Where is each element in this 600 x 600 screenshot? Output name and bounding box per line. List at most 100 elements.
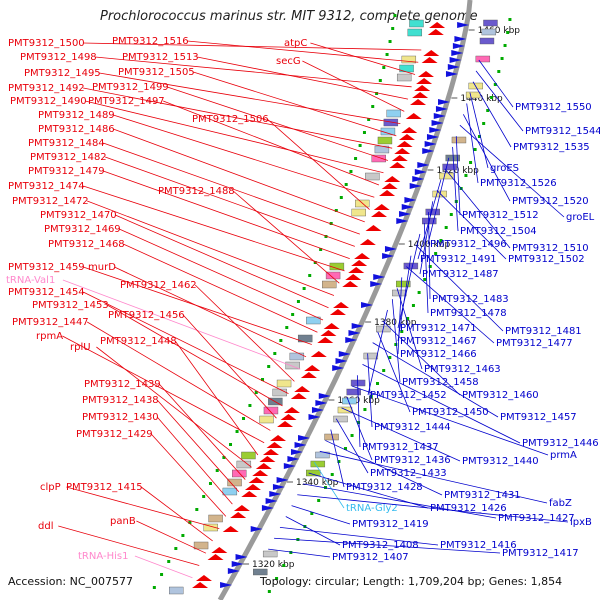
tick-dot	[385, 53, 389, 56]
tick-dot	[310, 512, 314, 515]
forward-gene-label: PMT9312_1430	[82, 412, 159, 423]
forward-gene-arrow	[329, 309, 346, 315]
forward-leader-line	[174, 340, 259, 456]
reverse-gene-arrow	[361, 302, 374, 308]
forward-gene-label: PMT9312_1506	[192, 114, 269, 125]
reverse-gene-arrow	[399, 211, 412, 217]
forward-leader-line	[182, 314, 277, 419]
reverse-gene-arrow	[265, 498, 278, 504]
tick-dot	[357, 421, 361, 424]
reverse-leader-line	[396, 288, 423, 370]
tick-dot	[152, 586, 156, 589]
forward-gene-label: PMT9312_1489	[38, 110, 115, 121]
reverse-gene-arrow	[220, 582, 233, 588]
forward-gene-arrow	[359, 239, 376, 245]
forward-gene-arrow	[371, 211, 388, 217]
forward-gene-arrow	[394, 148, 411, 154]
tick-dot	[369, 395, 373, 398]
forward-gene-label: PMT9312_1495	[24, 68, 101, 79]
tick-dot	[267, 590, 271, 593]
feature-block	[241, 451, 256, 460]
reverse-gene-arrow	[311, 407, 324, 413]
reverse-leader-line	[466, 103, 479, 184]
reverse-gene-label: PMT9312_1535	[513, 142, 590, 153]
reverse-gene-arrow	[435, 106, 448, 112]
tick-dot	[473, 148, 477, 151]
tick-dot	[282, 564, 286, 567]
reverse-gene-label: PMT9312_1426	[430, 503, 507, 514]
reverse-gene-arrow	[294, 442, 307, 448]
tick-dot	[289, 551, 293, 554]
forward-gene-arrow	[398, 134, 415, 140]
reverse-gene-label: fabZ	[549, 498, 572, 509]
reverse-gene-arrow	[426, 134, 439, 140]
tick-dot	[242, 417, 246, 420]
forward-leader-line	[87, 200, 335, 296]
reverse-gene-arrow	[227, 568, 240, 574]
tick-dot	[344, 447, 348, 450]
forward-gene-arrow	[259, 456, 276, 462]
reverse-leader-line	[377, 331, 411, 413]
forward-leader-line	[66, 486, 220, 530]
forward-leader-line	[103, 142, 360, 235]
forward-gene-label: PMT9312_1500	[8, 38, 85, 49]
tick-dot	[235, 430, 239, 433]
tick-dot	[388, 356, 392, 359]
forward-gene-label: PMT9312_1497	[88, 96, 165, 107]
forward-gene-arrow	[304, 365, 321, 371]
feature-block	[346, 388, 361, 396]
reverse-leader-line	[302, 483, 497, 519]
forward-gene-label: atpC	[284, 38, 307, 49]
reverse-leader-line	[279, 526, 439, 546]
feature-block	[383, 118, 399, 127]
reverse-leader-line	[367, 353, 373, 428]
reverse-leader-line	[459, 124, 565, 218]
tick-dot	[181, 534, 185, 537]
feature-block	[253, 568, 268, 576]
feature-block	[193, 541, 209, 550]
reverse-leader-line	[427, 157, 450, 245]
forward-leader-line	[156, 399, 240, 493]
tick-dot	[308, 274, 312, 277]
reverse-gene-label: tRNA-Gly2	[346, 503, 398, 514]
forward-gene-label: PMT9312_1469	[44, 224, 121, 235]
forward-gene-arrow	[300, 372, 317, 378]
forward-gene-arrow	[417, 71, 434, 77]
forward-gene-arrow	[410, 99, 427, 105]
reverse-gene-label: groEL	[566, 212, 595, 223]
tick-dot	[275, 577, 279, 580]
reverse-leader-line	[319, 450, 548, 504]
forward-leader-line	[83, 42, 422, 51]
reverse-gene-arrow	[272, 484, 285, 490]
tick-dot	[324, 235, 328, 238]
forward-leader-line	[62, 335, 265, 444]
reverse-gene-arrow	[308, 414, 321, 420]
forward-gene-arrow	[277, 421, 294, 427]
forward-gene-label: tRNA-His1	[78, 551, 128, 562]
reverse-gene-arrow	[318, 393, 331, 399]
feature-block	[442, 163, 457, 171]
reverse-gene-arrow	[447, 64, 460, 70]
reverse-gene-arrow	[401, 204, 414, 210]
reverse-leader-line	[356, 375, 361, 448]
forward-leader-line	[310, 42, 416, 75]
forward-leader-line	[134, 555, 193, 579]
forward-leader-line	[86, 321, 271, 431]
reverse-gene-label: PMT9312_1481	[505, 326, 582, 337]
feature-block	[396, 73, 412, 82]
tick-dot	[378, 79, 382, 82]
reverse-gene-label: PMT9312_1460	[462, 390, 539, 401]
reverse-leader-line	[367, 309, 388, 396]
feature-block	[325, 271, 341, 280]
tick-dot	[388, 40, 392, 43]
forward-gene-arrow	[354, 253, 371, 259]
forward-leader-line	[96, 346, 252, 468]
reverse-gene-arrow	[429, 127, 442, 133]
tick-dot	[188, 521, 192, 524]
tick-dot	[393, 14, 397, 17]
feature-block	[475, 55, 491, 63]
tick-dot	[362, 131, 366, 134]
reverse-leader-line	[462, 114, 511, 202]
forward-gene-arrow	[416, 78, 433, 84]
reverse-leader-line	[452, 146, 459, 232]
